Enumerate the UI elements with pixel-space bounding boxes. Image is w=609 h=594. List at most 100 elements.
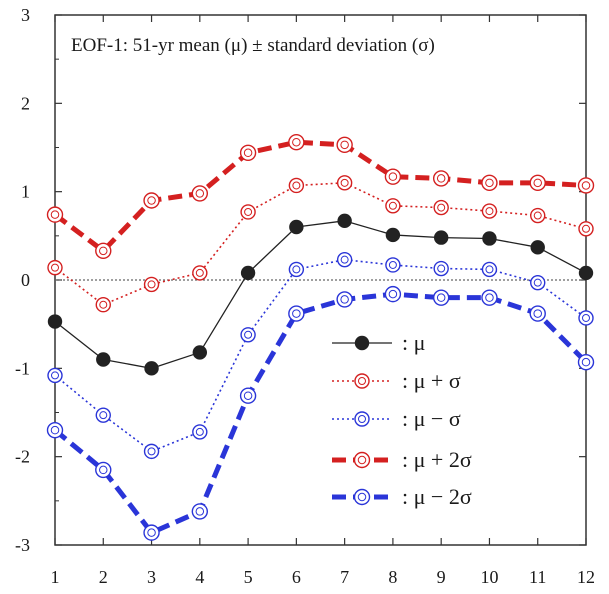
data-point: [432, 289, 450, 306]
data-point: [191, 185, 209, 202]
legend-label: : μ − σ: [402, 406, 461, 431]
data-point: [336, 291, 353, 308]
data-point-inner: [99, 300, 108, 309]
data-point-inner: [533, 211, 542, 220]
data-point: [144, 361, 159, 376]
data-point: [385, 257, 401, 273]
data-point-inner: [51, 371, 59, 380]
chart-title: EOF-1: 51-yr mean (μ) ± standard deviati…: [71, 35, 435, 56]
data-point: [385, 227, 401, 243]
data-point-inner: [292, 181, 301, 190]
data-point-inner: [533, 309, 542, 318]
data-point: [481, 203, 498, 219]
data-point: [46, 206, 64, 223]
legend-marker: [353, 451, 371, 469]
data-point: [482, 231, 497, 246]
data-point: [433, 260, 449, 277]
data-point-inner: [388, 260, 397, 269]
data-point-inner: [485, 265, 494, 274]
data-point: [143, 276, 160, 293]
data-point: [336, 175, 353, 191]
data-point-inner: [581, 357, 591, 367]
data-point-inner: [581, 181, 591, 190]
y-tick-label: -3: [15, 535, 30, 555]
x-tick-label: 8: [388, 567, 397, 587]
data-point-inner: [340, 295, 349, 304]
data-point-inner: [437, 264, 446, 273]
data-point: [95, 461, 112, 479]
legend-marker: [354, 335, 370, 351]
data-point: [384, 285, 402, 303]
y-tick-label: 3: [21, 5, 30, 25]
y-tick-label: 1: [21, 182, 30, 202]
data-point-inner: [533, 178, 542, 188]
legend-marker: [354, 411, 370, 427]
data-point: [95, 297, 111, 313]
x-tick-label: 6: [292, 567, 301, 587]
legend-item: : μ: [332, 330, 425, 355]
data-point: [288, 133, 305, 151]
data-point-inner: [50, 425, 60, 435]
data-point: [143, 192, 160, 209]
data-point: [530, 274, 546, 291]
data-point: [577, 353, 595, 371]
legend-label: : μ + σ: [402, 368, 461, 393]
data-point: [336, 136, 353, 154]
data-point: [578, 265, 594, 281]
data-point-inner: [340, 140, 349, 150]
data-point-inner: [51, 263, 59, 272]
y-tick-label: 2: [21, 93, 30, 113]
legend-label: : μ + 2σ: [402, 447, 472, 472]
data-point-inner: [485, 293, 494, 302]
series-4: [46, 285, 595, 541]
data-point-inner: [485, 178, 494, 188]
x-tick-label: 3: [147, 567, 156, 587]
x-tick-label: 12: [577, 567, 595, 587]
series-2: [47, 251, 594, 460]
series-line: [53, 291, 588, 536]
data-point: [481, 261, 498, 278]
data-point-inner: [292, 265, 301, 274]
data-point: [239, 387, 257, 404]
data-point: [95, 407, 111, 423]
data-point: [289, 219, 304, 235]
legend-marker-inner: [358, 415, 366, 423]
data-point: [239, 144, 257, 162]
data-point: [481, 174, 498, 192]
data-point: [288, 261, 305, 278]
legend-marker: [354, 373, 370, 389]
data-point-inner: [99, 465, 108, 475]
legend-marker-inner: [358, 377, 366, 385]
data-point: [384, 168, 402, 185]
data-point: [577, 177, 595, 194]
legend-item: : μ − σ: [332, 406, 461, 431]
x-tick-label: 7: [340, 567, 349, 587]
data-point: [47, 314, 63, 329]
y-tick-label: 0: [21, 270, 30, 290]
data-point-inner: [50, 210, 60, 219]
data-point: [288, 305, 305, 322]
data-point-inner: [340, 255, 349, 264]
data-point: [240, 204, 256, 220]
data-point: [337, 213, 352, 229]
data-point: [47, 367, 63, 384]
data-point: [47, 259, 63, 276]
data-point-inner: [533, 278, 542, 287]
data-point-inner: [195, 507, 205, 516]
series-3: [46, 133, 595, 260]
data-point-inner: [147, 196, 156, 205]
data-point: [481, 289, 498, 306]
data-point-inner: [437, 203, 446, 212]
data-point: [530, 207, 546, 224]
data-point-inner: [147, 447, 156, 456]
data-point-inner: [436, 293, 446, 302]
series-1: [47, 175, 594, 313]
data-point-inner: [388, 201, 397, 210]
x-tick-label: 5: [244, 567, 253, 587]
x-tick-label: 1: [51, 567, 60, 587]
x-tick-label: 11: [529, 567, 546, 587]
data-point: [95, 242, 112, 260]
data-point: [529, 174, 546, 192]
